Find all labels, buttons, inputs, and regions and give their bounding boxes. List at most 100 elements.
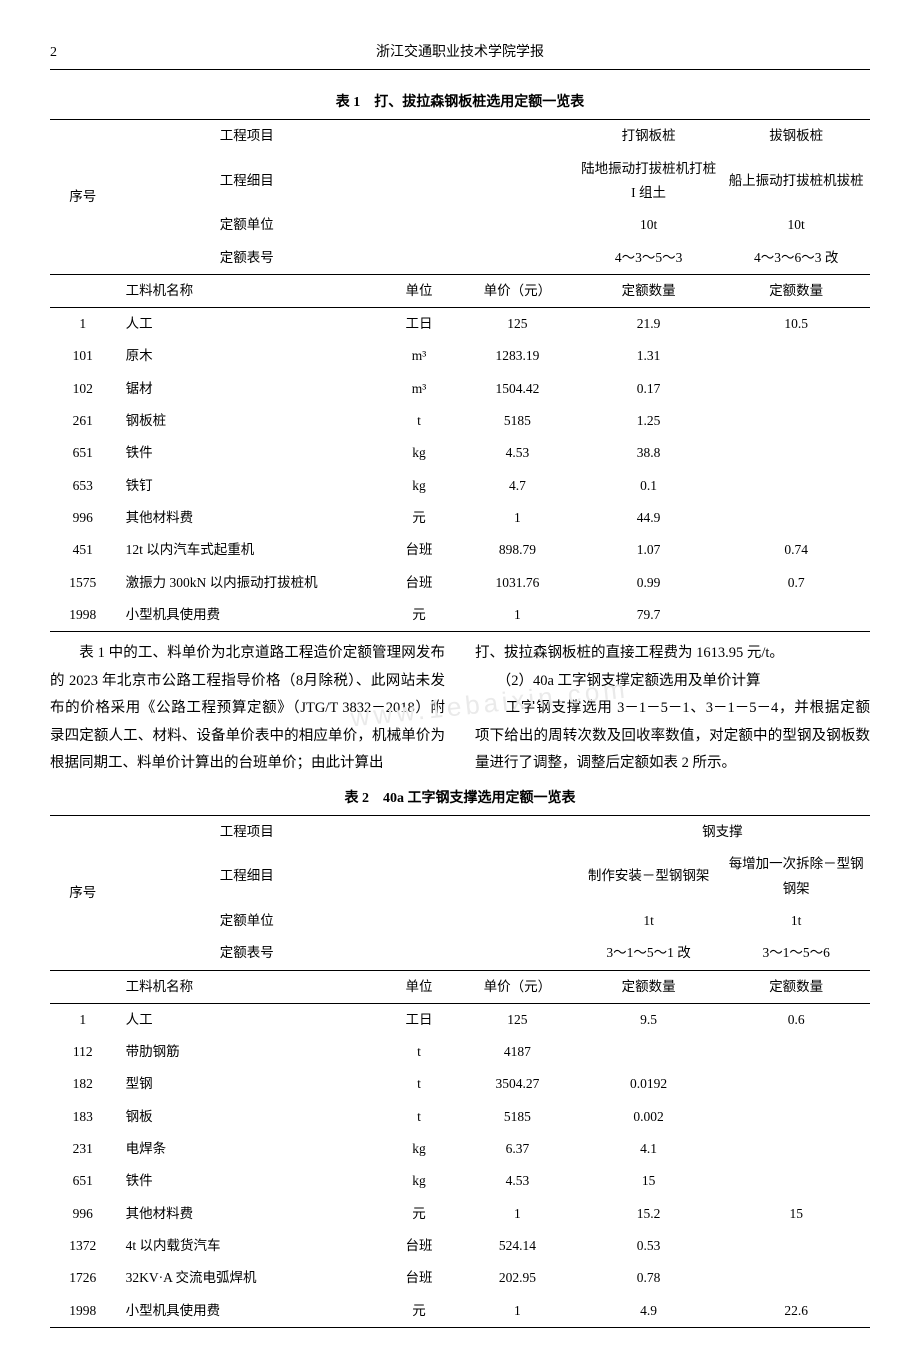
row-price: 898.79: [460, 534, 575, 566]
t1-qtyB-hdr: 定额数量: [722, 274, 870, 307]
table-row: 651铁件kg4.5315: [50, 1165, 870, 1197]
row-qty-a: 0.78: [575, 1262, 723, 1294]
row-name: 铁钉: [116, 470, 378, 502]
row-unit: kg: [378, 437, 460, 469]
row-qty-a: 1.07: [575, 534, 723, 566]
t1-detail-label: 工程细目: [116, 153, 378, 210]
row-unit: 台班: [378, 567, 460, 599]
t1-proj-label: 工程项目: [116, 120, 378, 153]
t1-mname-hdr: 工料机名称: [116, 274, 378, 307]
row-qty-b: [722, 340, 870, 372]
table-row: 101原木m³1283.191.31: [50, 340, 870, 372]
table-row: 182型钢t3504.270.0192: [50, 1068, 870, 1100]
row-qty-b: [722, 1262, 870, 1294]
table-row: 1人工工日12521.910.5: [50, 308, 870, 341]
t1-colA-proj: 打钢板桩: [575, 120, 723, 153]
row-name: 人工: [116, 308, 378, 341]
para-right: 打、拔拉森钢板桩的直接工程费为 1613.95 元/t。 （2）40a 工字钢支…: [475, 640, 870, 778]
row-no: 101: [50, 340, 116, 372]
row-unit: 元: [378, 502, 460, 534]
row-unit: 工日: [378, 1003, 460, 1036]
table-row: 1人工工日1259.50.6: [50, 1003, 870, 1036]
row-qty-a: 0.99: [575, 567, 723, 599]
t2-code-label: 定额表号: [116, 937, 378, 970]
row-price: 1: [460, 599, 575, 632]
table2-title: 表 2 40a 工字钢支撑选用定额一览表: [50, 786, 870, 811]
t2-qtyB-hdr: 定额数量: [722, 970, 870, 1003]
row-qty-a: 0.1: [575, 470, 723, 502]
page-header: 2 浙江交通职业技术学院学报: [50, 40, 870, 70]
t1-colB-detail: 船上振动打拔桩机拔桩: [722, 153, 870, 210]
row-no: 651: [50, 437, 116, 469]
row-price: 125: [460, 308, 575, 341]
row-name: 原木: [116, 340, 378, 372]
row-no: 653: [50, 470, 116, 502]
row-qty-a: 9.5: [575, 1003, 723, 1036]
row-no: 112: [50, 1036, 116, 1068]
t2-colA-detail: 制作安装－型钢钢架: [575, 848, 723, 905]
row-name: 型钢: [116, 1068, 378, 1100]
t2-colB-code: 3～1～5～6: [722, 937, 870, 970]
t1-colA-code: 4～3～5～3: [575, 242, 723, 275]
row-unit: 元: [378, 599, 460, 632]
row-price: 125: [460, 1003, 575, 1036]
row-unit: 台班: [378, 534, 460, 566]
t2-colB-detail: 每增加一次拆除－型钢钢架: [722, 848, 870, 905]
row-no: 1726: [50, 1262, 116, 1294]
row-no: 231: [50, 1133, 116, 1165]
t2-col-proj: 钢支撑: [575, 816, 870, 849]
t1-code-label: 定额表号: [116, 242, 378, 275]
row-unit: t: [378, 1036, 460, 1068]
row-name: 32KV·A 交流电弧焊机: [116, 1262, 378, 1294]
body-paragraphs: 表 1 中的工、料单价为北京道路工程造价定额管理网发布的 2023 年北京市公路…: [50, 640, 870, 778]
row-price: 3504.27: [460, 1068, 575, 1100]
row-qty-a: 4.9: [575, 1295, 723, 1328]
row-qty-a: 0.17: [575, 373, 723, 405]
row-unit: 台班: [378, 1230, 460, 1262]
journal-title: 浙江交通职业技术学院学报: [80, 40, 840, 65]
row-price: 524.14: [460, 1230, 575, 1262]
t1-qtyA-hdr: 定额数量: [575, 274, 723, 307]
row-price: 1031.76: [460, 567, 575, 599]
row-price: 202.95: [460, 1262, 575, 1294]
t2-colB-unit: 1t: [722, 905, 870, 937]
row-no: 182: [50, 1068, 116, 1100]
table-row: 45112t 以内汽车式起重机台班898.791.070.74: [50, 534, 870, 566]
para-left: 表 1 中的工、料单价为北京道路工程造价定额管理网发布的 2023 年北京市公路…: [50, 640, 445, 778]
t1-unit-label: 定额单位: [116, 209, 378, 241]
row-qty-a: 1.25: [575, 405, 723, 437]
row-unit: 工日: [378, 308, 460, 341]
row-name: 铁件: [116, 437, 378, 469]
row-name: 钢板桩: [116, 405, 378, 437]
row-no: 651: [50, 1165, 116, 1197]
row-qty-a: 15: [575, 1165, 723, 1197]
row-name: 带肋钢筋: [116, 1036, 378, 1068]
row-qty-a: 44.9: [575, 502, 723, 534]
row-no: 1998: [50, 1295, 116, 1328]
row-name: 锯材: [116, 373, 378, 405]
row-unit: t: [378, 1068, 460, 1100]
row-qty-b: [722, 437, 870, 469]
row-price: 1: [460, 502, 575, 534]
row-price: 4.7: [460, 470, 575, 502]
t2-price-hdr: 单价（元）: [460, 970, 575, 1003]
t2-seq-hdr: 序号: [50, 816, 116, 970]
row-unit: t: [378, 405, 460, 437]
table2: 序号 工程项目 钢支撑 工程细目 制作安装－型钢钢架 每增加一次拆除－型钢钢架 …: [50, 815, 870, 1328]
row-no: 261: [50, 405, 116, 437]
table-row: 231电焊条kg6.374.1: [50, 1133, 870, 1165]
row-unit: t: [378, 1101, 460, 1133]
table-row: 1998小型机具使用费元179.7: [50, 599, 870, 632]
row-price: 5185: [460, 1101, 575, 1133]
row-unit: kg: [378, 1133, 460, 1165]
row-name: 4t 以内载货汽车: [116, 1230, 378, 1262]
t2-detail-label: 工程细目: [116, 848, 378, 905]
row-qty-a: 21.9: [575, 308, 723, 341]
row-qty-a: 0.002: [575, 1101, 723, 1133]
row-unit: 元: [378, 1295, 460, 1328]
row-qty-a: 0.0192: [575, 1068, 723, 1100]
row-qty-b: [722, 502, 870, 534]
t2-colA-unit: 1t: [575, 905, 723, 937]
table-row: 996其他材料费元115.215: [50, 1198, 870, 1230]
row-qty-b: [722, 405, 870, 437]
